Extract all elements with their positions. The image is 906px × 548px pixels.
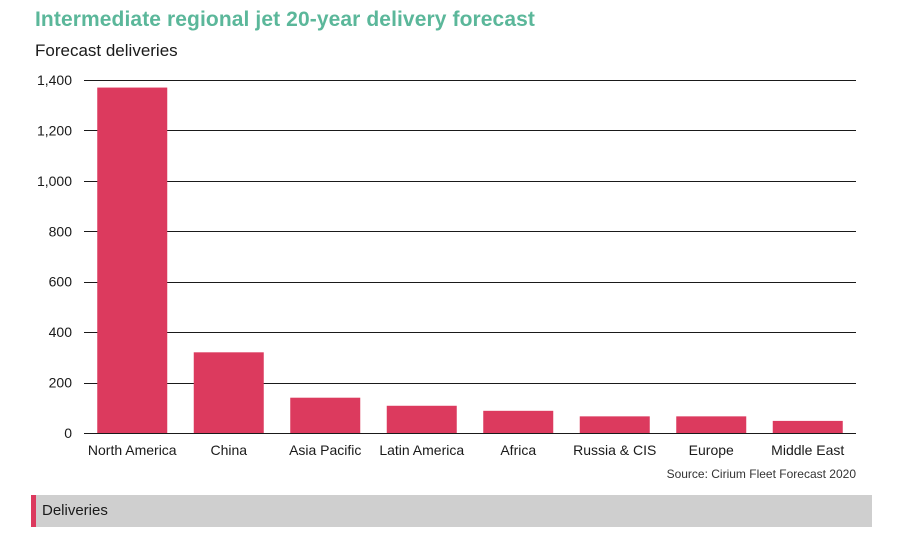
legend: Deliveries: [31, 495, 872, 527]
x-tick-label: Asia Pacific: [289, 442, 361, 458]
y-tick-label: 1,400: [37, 72, 72, 88]
bar: [290, 397, 361, 433]
y-tick-label: 1,200: [37, 122, 72, 138]
legend-swatch: [31, 495, 36, 527]
y-tick-label: 0: [64, 425, 72, 441]
x-tick-label: Africa: [500, 442, 536, 458]
x-tick-label: Europe: [689, 442, 734, 458]
x-tick-label: Latin America: [379, 442, 464, 458]
chart-title: Intermediate regional jet 20-year delive…: [35, 8, 535, 31]
x-tick-label: North America: [88, 442, 177, 458]
bar: [483, 410, 554, 433]
y-tick-label: 200: [49, 375, 73, 391]
x-tick-label: Russia & CIS: [573, 442, 656, 458]
bar: [193, 352, 264, 433]
bar: [97, 87, 168, 434]
bar: [772, 420, 843, 433]
legend-label: Deliveries: [42, 502, 108, 519]
y-tick-label: 400: [49, 324, 73, 340]
x-tick-label: Middle East: [771, 442, 844, 458]
x-tick-label: China: [210, 442, 247, 458]
bar: [386, 405, 457, 433]
source-note: Source: Cirium Fleet Forecast 2020: [666, 467, 856, 481]
y-axis-label: Forecast deliveries: [35, 41, 178, 60]
y-tick-label: 1,000: [37, 173, 72, 189]
bar: [676, 416, 747, 433]
y-tick-label: 800: [49, 223, 73, 239]
bar: [579, 416, 650, 433]
y-tick-label: 600: [49, 274, 73, 290]
